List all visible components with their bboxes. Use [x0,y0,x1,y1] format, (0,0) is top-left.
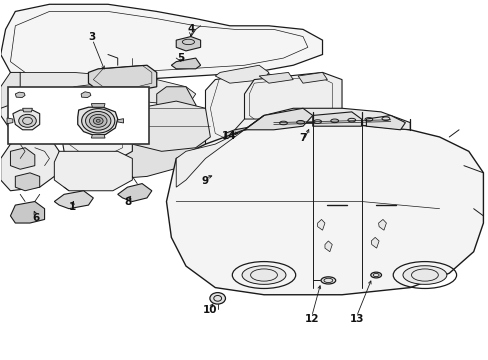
Polygon shape [118,119,123,123]
Polygon shape [378,220,386,230]
Polygon shape [312,112,361,126]
Polygon shape [171,58,200,69]
Polygon shape [370,237,378,248]
Text: 6: 6 [32,213,40,222]
Polygon shape [176,37,200,51]
Circle shape [89,114,107,127]
Polygon shape [244,108,312,130]
Polygon shape [10,148,35,169]
Polygon shape [54,191,93,209]
Polygon shape [88,65,157,90]
Text: 13: 13 [349,314,363,324]
Circle shape [85,112,111,130]
Polygon shape [10,72,195,105]
Polygon shape [54,151,132,191]
Polygon shape [22,108,32,112]
Polygon shape [108,112,147,130]
Circle shape [96,120,100,122]
Circle shape [81,109,115,133]
Circle shape [19,114,36,127]
Text: 3: 3 [88,32,96,41]
Polygon shape [317,220,325,230]
Polygon shape [7,118,13,124]
Polygon shape [157,87,195,137]
Polygon shape [205,169,239,187]
Polygon shape [244,72,341,130]
Polygon shape [0,72,20,108]
Polygon shape [59,87,132,162]
Ellipse shape [321,277,335,284]
Bar [8,87,149,144]
Polygon shape [176,130,244,187]
Polygon shape [13,110,40,130]
Polygon shape [78,107,118,135]
Polygon shape [127,101,210,151]
Text: 2: 2 [55,96,61,106]
Text: 9: 9 [202,176,209,186]
Polygon shape [200,144,283,184]
Polygon shape [298,72,327,83]
Polygon shape [10,202,44,223]
Circle shape [93,117,103,125]
Text: 12: 12 [304,314,318,324]
Polygon shape [234,119,341,158]
Polygon shape [15,173,40,191]
Polygon shape [224,126,259,144]
Polygon shape [59,119,205,180]
Polygon shape [118,184,152,202]
Polygon shape [69,83,113,98]
Polygon shape [15,92,25,98]
Text: 7: 7 [299,133,306,143]
Polygon shape [215,65,268,83]
Text: 11: 11 [106,120,121,129]
Text: 1: 1 [69,202,76,212]
Polygon shape [259,72,293,83]
Ellipse shape [242,266,285,284]
Ellipse shape [402,266,446,284]
Text: 14: 14 [221,131,236,141]
Polygon shape [91,104,105,107]
Circle shape [209,293,225,304]
Ellipse shape [370,272,381,278]
Polygon shape [166,123,483,295]
Text: 10: 10 [203,305,217,315]
Polygon shape [81,92,91,98]
Polygon shape [366,116,405,130]
Polygon shape [0,72,195,140]
Polygon shape [91,134,105,138]
Polygon shape [0,137,59,191]
Polygon shape [205,72,288,155]
Polygon shape [325,241,331,252]
Polygon shape [0,4,322,87]
Text: 5: 5 [177,53,184,63]
Polygon shape [244,108,409,130]
Text: 8: 8 [124,197,132,207]
Text: 4: 4 [187,24,194,35]
